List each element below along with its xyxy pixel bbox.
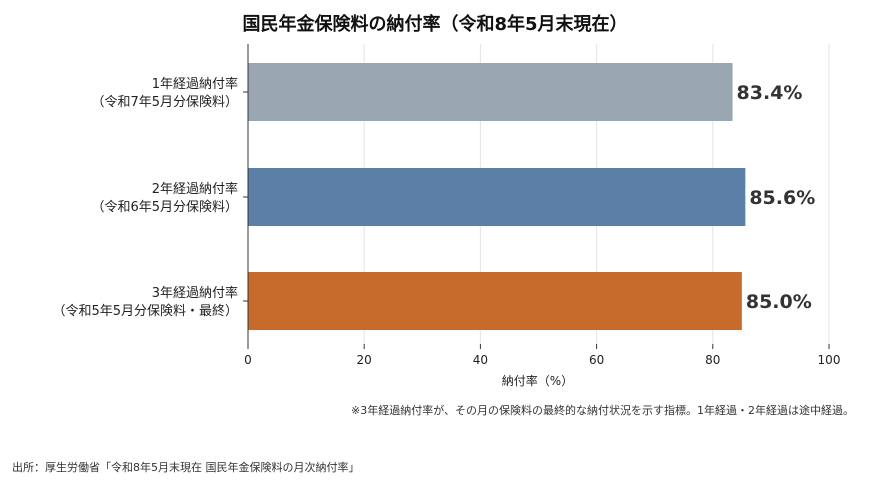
category-label-line1-3: 3年経過納付率: [152, 285, 238, 301]
chart-footnote: ※3年経過納付率が、その月の保険料の最終的な納付状況を示す指標。1年経過・2年経…: [351, 404, 854, 417]
x-tick-label: 40: [473, 353, 488, 367]
x-axis-label: 納付率（%）: [502, 373, 573, 388]
x-tick-label: 100: [818, 353, 841, 367]
category-label-line2-2: （令和6年5月分保険料）: [91, 200, 238, 215]
x-tick-label: 20: [357, 353, 372, 367]
chart-title: 国民年金保険料の納付率（令和8年5月末現在）: [242, 14, 628, 35]
category-label-line1-1: 1年経過納付率: [152, 76, 238, 92]
source-note: 出所：厚生労働省「令和8年5月末現在 国民年金保険料の月次納付率」: [12, 461, 360, 474]
bar-3: [248, 272, 742, 330]
bar-chart: 83.4% 1年経過納付率 （令和7年5月分保険料） 85.6% 2年経過納付率 （令和6…: [52, 44, 841, 388]
data-label-1: 83.4%: [737, 82, 803, 104]
bar-2: [248, 168, 746, 226]
x-tick-label: 60: [589, 353, 604, 367]
bar-1: [248, 63, 733, 121]
category-label-line2-1: （令和7年5月分保険料）: [91, 95, 238, 110]
category-label-line2-3: （令和5年5月分保険料・最終）: [52, 303, 238, 319]
category-label-line1-2: 2年経過納付率: [152, 181, 238, 197]
x-tick-label: 0: [244, 353, 252, 367]
data-label-3: 85.0%: [746, 291, 812, 313]
data-label-2: 85.6%: [749, 187, 815, 209]
x-tick-label: 80: [705, 353, 720, 367]
